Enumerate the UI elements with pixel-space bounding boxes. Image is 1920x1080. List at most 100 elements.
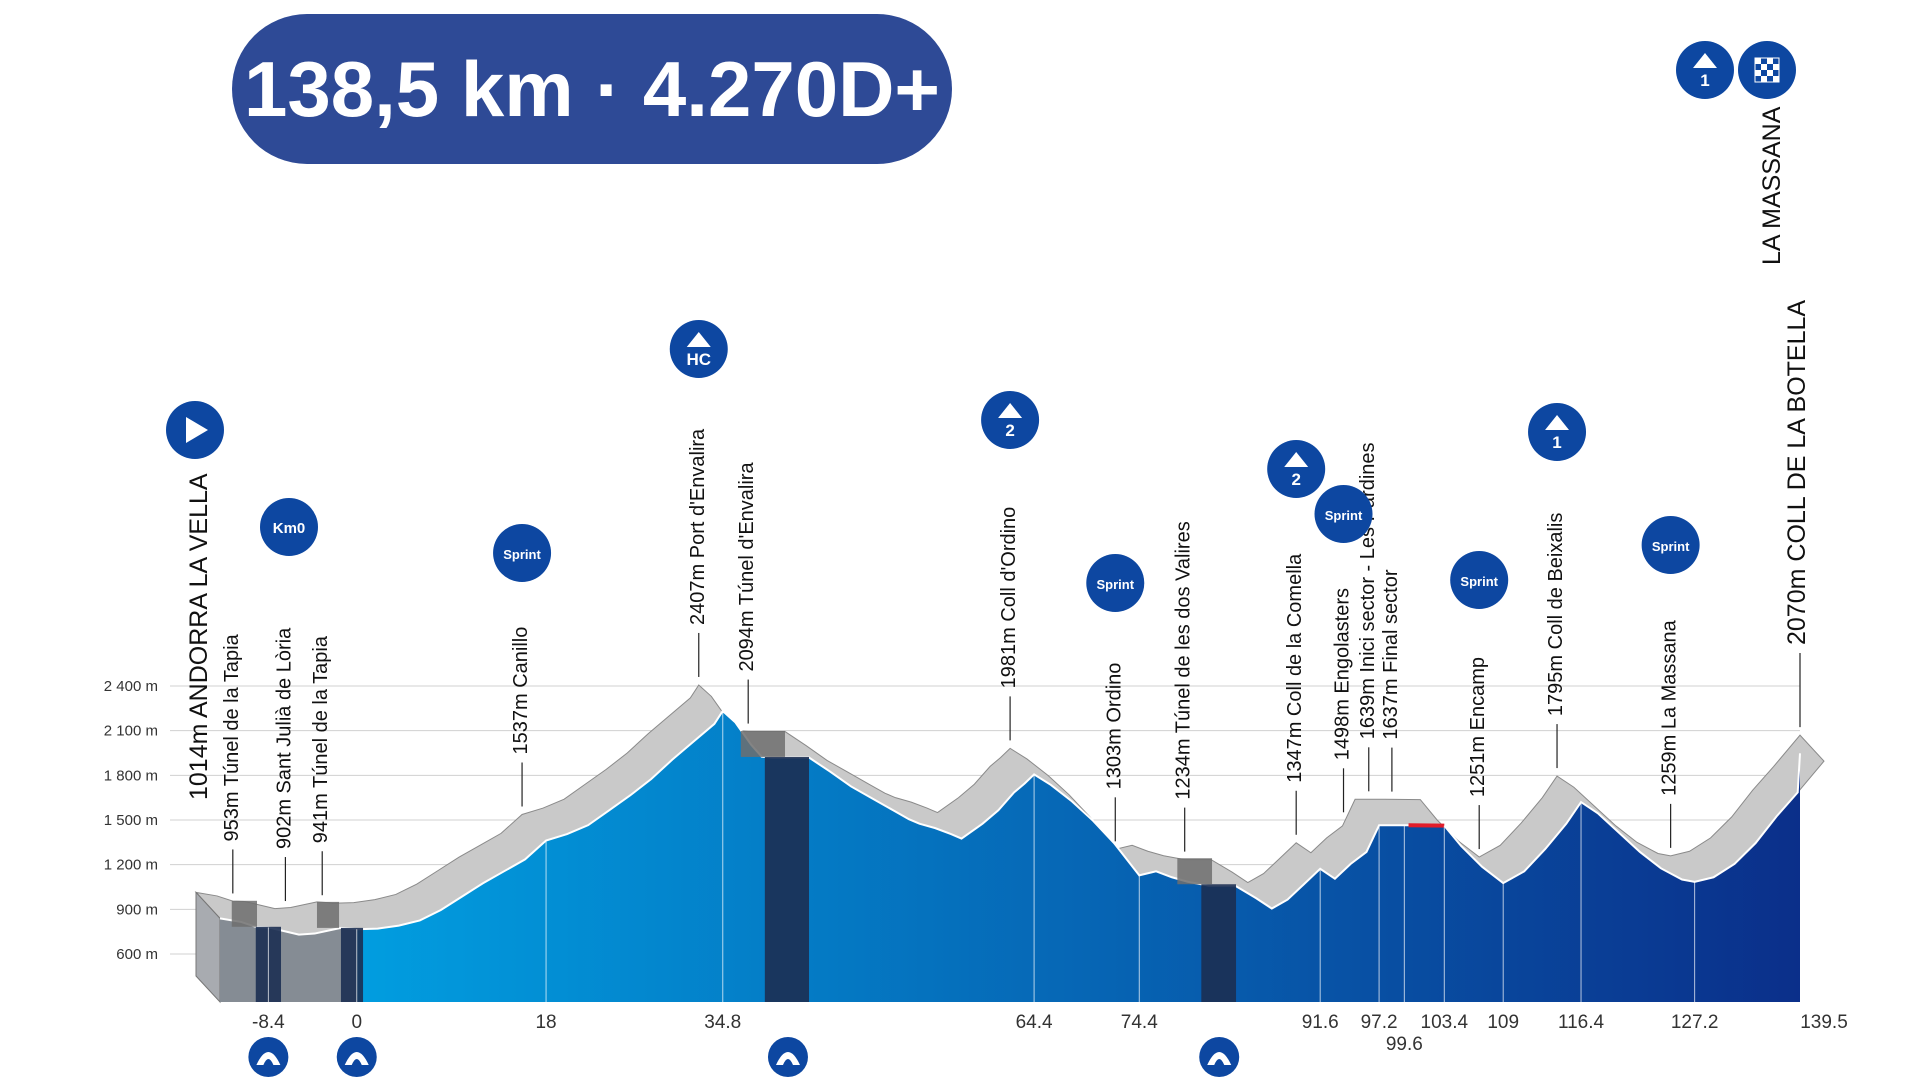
climb-badge: 1 [1676,41,1734,99]
point-label: 1981m Coll d'Ordino [998,507,1020,689]
climb-badge-circle [669,320,728,378]
mountain-icon [686,332,711,347]
sprint-badge: Sprint [1450,551,1509,609]
point-label: 1259m La Massana [1659,619,1681,796]
tunnel-opening-icon [1214,1059,1225,1065]
tunnel-band [764,756,810,1002]
point-label: 2070m COLL DE LA BOTELLA [1783,300,1811,645]
y-tick-label: 1 200 m [104,857,158,874]
x-tick-label: 34.8 [704,1012,741,1033]
start-badge [166,401,224,459]
tunnel-opening-icon [782,1059,793,1065]
tunnel-icon [336,1037,377,1077]
mountain-icon [1693,53,1717,68]
sprint-badge-text: Sprint [1325,508,1363,523]
point-label: 941m Túnel de la Tapia [310,635,332,843]
point-label: 1537m Canillo [510,627,532,755]
x-tick-label: 97.2 [1361,1012,1398,1033]
climb-badge-circle [1676,41,1734,99]
climb-badge-circle [1528,403,1587,461]
sprint-badge-circle [493,524,552,582]
climb-category: 2 [1291,470,1300,489]
x-tick-label: 103.4 [1421,1012,1469,1033]
tunnel-icon [1199,1037,1240,1077]
climb-badge: 2 [981,391,1040,449]
finish-town-label: LA MASSANA [1758,106,1786,265]
y-tick-label: 2 400 m [104,678,158,695]
x-tick-label: 91.6 [1302,1012,1339,1033]
x-tick-label: 109 [1487,1012,1519,1033]
profile-fill [220,710,1800,1002]
tunnel-arch-icon [775,1052,800,1065]
point-label: 1234m Túnel de les dos Valires [1173,521,1195,799]
climb-category: 2 [1005,421,1014,440]
x-tick-label: 18 [535,1012,556,1033]
sprint-badge: Sprint [1641,516,1700,574]
kmo-badge: Km0 [260,498,318,556]
tunnel-arch-icon [256,1052,281,1065]
tunnel-roof [231,900,258,927]
sprint-badge-circle [1086,554,1145,612]
climb-badge-circle [1267,440,1326,498]
point-label: 1639m Inici sector - Les Pardines [1357,442,1379,739]
icon-layer: Km0 Sprint HC 2 Sprint 2 Sprint Sprint 1 Sprint 1 [166,41,1796,1077]
point-label: 953m Túnel de la Tapia [221,633,243,841]
tunnel-icon [248,1037,289,1077]
sprint-badge: Sprint [493,524,552,582]
point-label: 1303m Ordino [1103,663,1125,790]
point-label: 1014m ANDORRA LA VELLA [185,473,213,800]
sprint-badge-circle [1450,551,1509,609]
finish-flag-icon [1773,64,1779,70]
finish-flag-icon [1761,64,1767,70]
sprint-badge-text: Sprint [1460,574,1498,589]
x-tick-label: 99.6 [1386,1034,1423,1055]
tunnel-roof [316,901,340,928]
point-label: 1347m Coll de la Comella [1284,553,1306,783]
finish-flag-icon [1767,70,1773,76]
finish-flag-icon [1755,58,1761,64]
play-icon [186,417,208,443]
point-label: 1637m Final sector [1380,569,1402,739]
x-tick-label: 64.4 [1016,1012,1053,1033]
x-tick-label: 127.2 [1671,1012,1719,1033]
tunnel-icon [767,1037,808,1077]
mountain-icon [1545,415,1570,430]
drop-lines-layer [267,710,1696,1002]
tunnel-roof [1177,858,1213,885]
y-tick-label: 1 500 m [104,812,158,829]
finish-flag-icon [1767,58,1773,64]
sprint-badge-text: Sprint [1652,539,1690,554]
point-label: 1795m Coll de Beixalis [1545,513,1567,716]
tunnel-roof [740,730,786,757]
x-tick-label: 74.4 [1121,1012,1158,1033]
point-label: 2094m Túnel d'Envalira [736,462,758,672]
profile-edge-line [219,709,1801,936]
sprint-badge: Sprint [1314,485,1373,543]
tunnel-arch-icon [1207,1052,1232,1065]
point-label: 1498m Engolasters [1332,588,1354,760]
tunnel-band [1201,884,1237,1002]
y-tick-label: 900 m [116,901,158,918]
mountain-icon [998,403,1023,418]
sprint-badge-circle [1314,485,1373,543]
mountain-icon [1284,452,1309,467]
climb-badge: HC [669,320,728,378]
kmo-badge-text: Km0 [273,520,306,537]
y-tick-label: 2 100 m [104,723,158,740]
y-tick-label: 1 800 m [104,767,158,784]
tunnel-opening-icon [351,1059,362,1065]
climb-category: 1 [1552,433,1561,452]
point-label: 2407m Port d'Envalira [687,428,709,625]
profile-layer [194,684,1825,1004]
tunnel-band [340,927,364,1002]
point-label: 902m Sant Julià de Lòria [273,627,295,849]
finish-flag-icon [1755,70,1761,76]
point-label: 1251m Encamp [1467,657,1489,797]
finish-badge [1738,41,1796,99]
sprint-badge-circle [1641,516,1700,574]
labels-layer: 1014m ANDORRA LA VELLA 953m Túnel de la T… [185,106,1811,902]
climb-badge: 2 [1267,440,1326,498]
neutral-section-fill [220,918,357,1002]
stage-title: 138,5 km · 4.270D+ [232,14,952,164]
